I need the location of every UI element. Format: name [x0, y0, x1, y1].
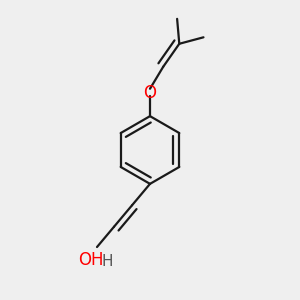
Text: OH: OH	[78, 251, 104, 269]
Text: H: H	[102, 254, 113, 269]
Text: O: O	[143, 84, 157, 102]
